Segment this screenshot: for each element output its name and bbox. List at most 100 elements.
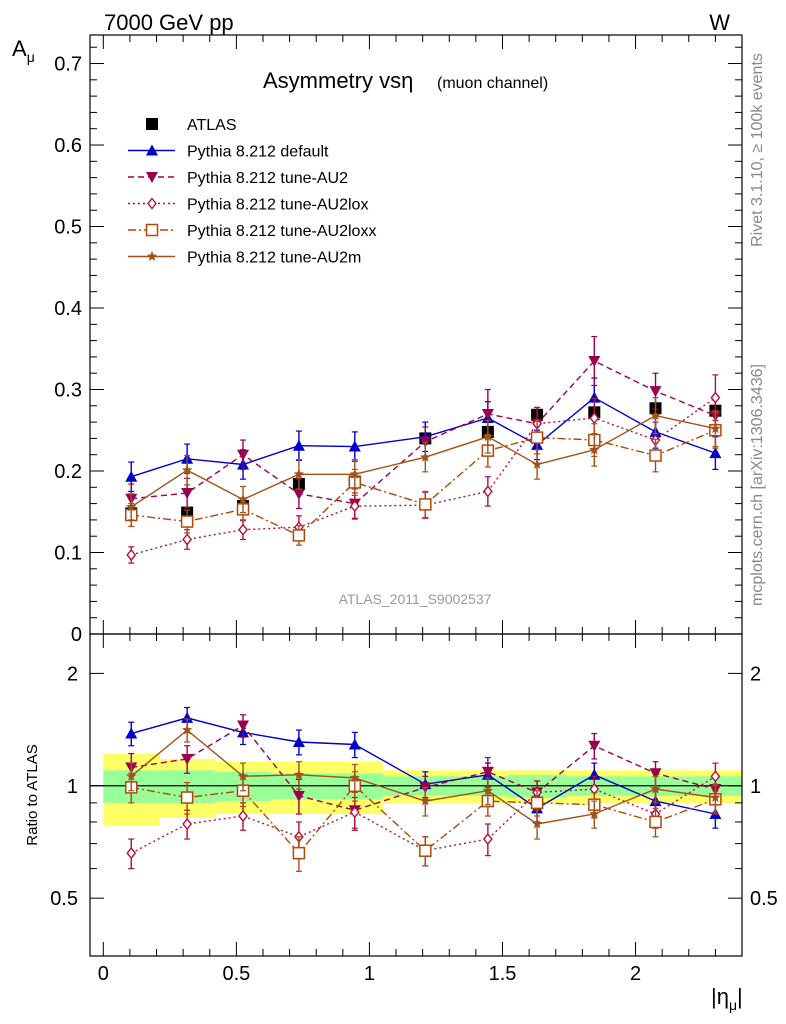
ratio-point <box>180 791 194 804</box>
main-point <box>238 523 248 536</box>
legend-swatch-marker <box>147 197 157 210</box>
ratio-point <box>238 809 248 823</box>
legend-swatch-marker <box>146 172 158 183</box>
ratio-point <box>237 720 250 732</box>
main-point <box>237 449 250 461</box>
main-point <box>709 447 722 459</box>
ratio-point <box>531 818 543 829</box>
legend-label: Pythia 8.212 tune-AU2m <box>187 250 361 267</box>
main-point <box>181 488 194 500</box>
beam-label: 7000 GeV pp <box>104 10 234 35</box>
main-point <box>181 464 193 475</box>
ratio-point <box>710 770 721 783</box>
xtick-label: 0.5 <box>222 963 250 985</box>
main-point <box>650 410 661 420</box>
xtick-label: 2 <box>630 963 641 985</box>
main-ytick-label: 0.2 <box>54 461 82 483</box>
main-point <box>710 423 721 434</box>
ratio-point <box>649 815 662 829</box>
main-point <box>126 548 137 562</box>
ratio-point <box>420 795 431 806</box>
main-point <box>710 391 721 404</box>
main-point <box>182 533 193 546</box>
main-point <box>349 468 360 479</box>
main-point <box>482 431 494 442</box>
ratio-ytick-label: 2 <box>67 663 78 685</box>
ratio-point <box>126 847 137 860</box>
ratio-point <box>650 783 661 794</box>
main-ytick-label: 0.6 <box>54 135 82 157</box>
main-ylabel-sub: μ <box>27 49 35 65</box>
tick-layer: 0 0.1 0.2 0.3 0.4 0.5 0.6 0.7 0.5 0.5 1 1 2 2 0 0.5 1 1.5… <box>50 35 778 985</box>
ratio-point <box>481 766 494 778</box>
main-ytick-label: 0.1 <box>54 543 82 565</box>
xlabel-sub: μ <box>729 997 737 1013</box>
main-series-line <box>131 360 716 505</box>
xtick-label: 1.5 <box>489 963 517 985</box>
legend: ATLAS Pythia 8.212 default Pythia 8.212 tu… <box>128 117 376 267</box>
xtick-label: 1 <box>364 963 375 985</box>
ratio-ytick-label-right: 1 <box>750 776 761 798</box>
ratio-point <box>710 792 721 802</box>
watermark-label: ATLAS_2011_S9002537 <box>339 591 492 607</box>
ratio-ytick-label-right: 0.5 <box>750 888 778 910</box>
ratio-series-layer <box>124 706 722 872</box>
legend-swatch-marker <box>146 118 158 130</box>
main-series <box>124 411 722 546</box>
ratio-point <box>182 817 193 831</box>
ratio-point <box>349 772 360 783</box>
main-series-layer <box>124 335 722 564</box>
legend-label: ATLAS <box>187 117 237 134</box>
ratio-point <box>292 735 305 747</box>
ratio-series <box>126 718 721 840</box>
main-point <box>348 440 361 452</box>
ratio-point <box>419 844 432 857</box>
legend-label: Pythia 8.212 default <box>187 144 329 161</box>
main-point <box>649 449 662 462</box>
main-point <box>649 386 662 398</box>
ratio-point <box>292 790 305 802</box>
ratio-ytick-label: 1 <box>67 776 78 798</box>
ratio-ylabel: Ratio to ATLAS <box>24 744 41 845</box>
main-point <box>125 470 138 482</box>
ratio-point <box>649 768 662 780</box>
legend-item: Pythia 8.212 default <box>128 144 329 161</box>
ratio-point <box>348 738 361 750</box>
main-point <box>589 411 600 425</box>
process-label: W <box>709 10 730 35</box>
xlabel: |ημ| <box>711 984 743 1013</box>
main-point <box>420 451 431 462</box>
ratio-point <box>482 785 494 796</box>
main-point <box>237 494 249 504</box>
chart-title: Asymmetry vsη <box>263 68 413 93</box>
legend-label: Pythia 8.212 tune-AU2lox <box>187 197 368 214</box>
legend-swatch-marker <box>145 223 159 237</box>
main-series <box>126 374 721 564</box>
main-ytick-label: 0 <box>71 624 82 646</box>
main-series <box>125 377 722 492</box>
main-ytick-label: 0.5 <box>54 217 82 239</box>
main-point <box>419 498 432 511</box>
ratio-point <box>588 740 601 752</box>
axes-frames <box>89 34 743 957</box>
ratio-point <box>237 770 249 781</box>
legend-label: Pythia 8.212 tune-AU2loxx <box>187 223 376 240</box>
legend-label: Pythia 8.212 tune-AU2 <box>187 170 348 187</box>
main-ylabel: Aμ <box>12 36 35 65</box>
main-point <box>292 439 305 451</box>
main-series-line <box>131 429 716 537</box>
legend-item: Pythia 8.212 tune-AU2lox <box>128 197 368 214</box>
main-point <box>292 529 306 542</box>
ratio-point <box>482 832 493 846</box>
ratio-point <box>126 770 137 781</box>
main-point <box>349 499 360 513</box>
main-point <box>292 488 305 500</box>
main-ytick-label: 0.7 <box>54 54 82 76</box>
main-point <box>481 408 494 420</box>
ratio-point <box>181 724 193 735</box>
xtick-label: 0 <box>98 963 109 985</box>
main-ytick-label: 0.3 <box>54 380 82 402</box>
ratio-ytick-label: 0.5 <box>50 888 78 910</box>
main-point <box>589 444 600 455</box>
